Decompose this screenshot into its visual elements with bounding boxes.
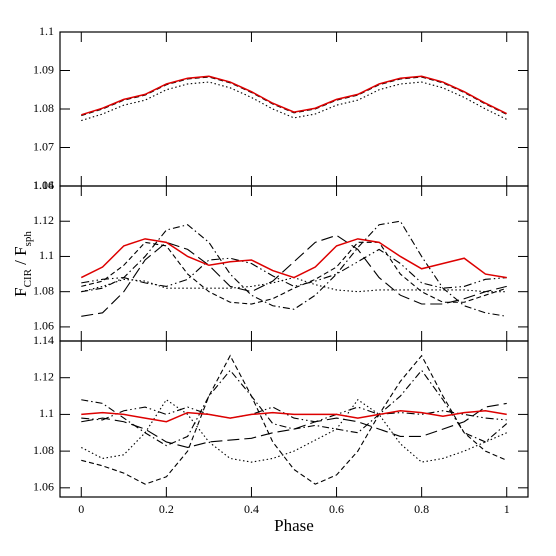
series-line xyxy=(81,402,507,449)
y-label-part: sph xyxy=(22,231,34,247)
series-line xyxy=(81,406,507,423)
x-tick-label: 0.4 xyxy=(244,502,259,516)
y-tick-label: 1.08 xyxy=(33,443,54,457)
y-label-part: / xyxy=(11,256,30,269)
y-tick-label: 1.1 xyxy=(39,24,54,38)
x-tick-label: 1 xyxy=(504,502,510,516)
x-tick-label: 0 xyxy=(78,502,84,516)
x-axis-label: Phase xyxy=(274,516,314,535)
series-line xyxy=(80,238,507,279)
y-tick-label: 1.08 xyxy=(33,101,54,115)
x-tick-label: 0.6 xyxy=(329,502,344,516)
y-label-part: CIR xyxy=(22,268,34,287)
series-line xyxy=(81,248,507,289)
x-tick-label: 0.2 xyxy=(159,502,174,516)
y-tick-label: 1.1 xyxy=(39,406,54,420)
y-label-part: F xyxy=(11,287,30,296)
x-tick-label: 0.8 xyxy=(414,502,429,516)
series-line xyxy=(81,81,507,122)
y-tick-label: 1.09 xyxy=(33,62,54,76)
y-tick-label: 1.06 xyxy=(33,178,54,192)
y-tick-label: 1.14 xyxy=(33,333,54,347)
y-tick-label: 1.06 xyxy=(33,480,54,494)
y-tick-label: 1.06 xyxy=(33,319,54,333)
y-tick-label: 1.1 xyxy=(39,248,54,262)
plot-frame xyxy=(59,340,529,498)
plot-frame xyxy=(59,185,529,342)
series-line xyxy=(81,369,508,447)
series-line xyxy=(81,75,508,116)
series-line xyxy=(81,277,507,293)
series-line xyxy=(81,220,507,317)
series-line xyxy=(81,398,507,463)
series-line xyxy=(81,234,507,317)
y-tick-label: 1.14 xyxy=(33,178,54,192)
series-line xyxy=(81,409,507,423)
y-axis-label: FCIR / Fsph xyxy=(11,231,34,297)
series-line xyxy=(81,354,507,485)
y-tick-label: 1.12 xyxy=(33,369,54,383)
y-tick-label: 1.07 xyxy=(33,139,54,153)
series-line xyxy=(81,241,507,305)
y-tick-label: 1.12 xyxy=(33,213,54,227)
y-tick-label: 1.08 xyxy=(33,283,54,297)
y-label-part: F xyxy=(11,246,30,255)
plot-frame xyxy=(59,31,529,187)
